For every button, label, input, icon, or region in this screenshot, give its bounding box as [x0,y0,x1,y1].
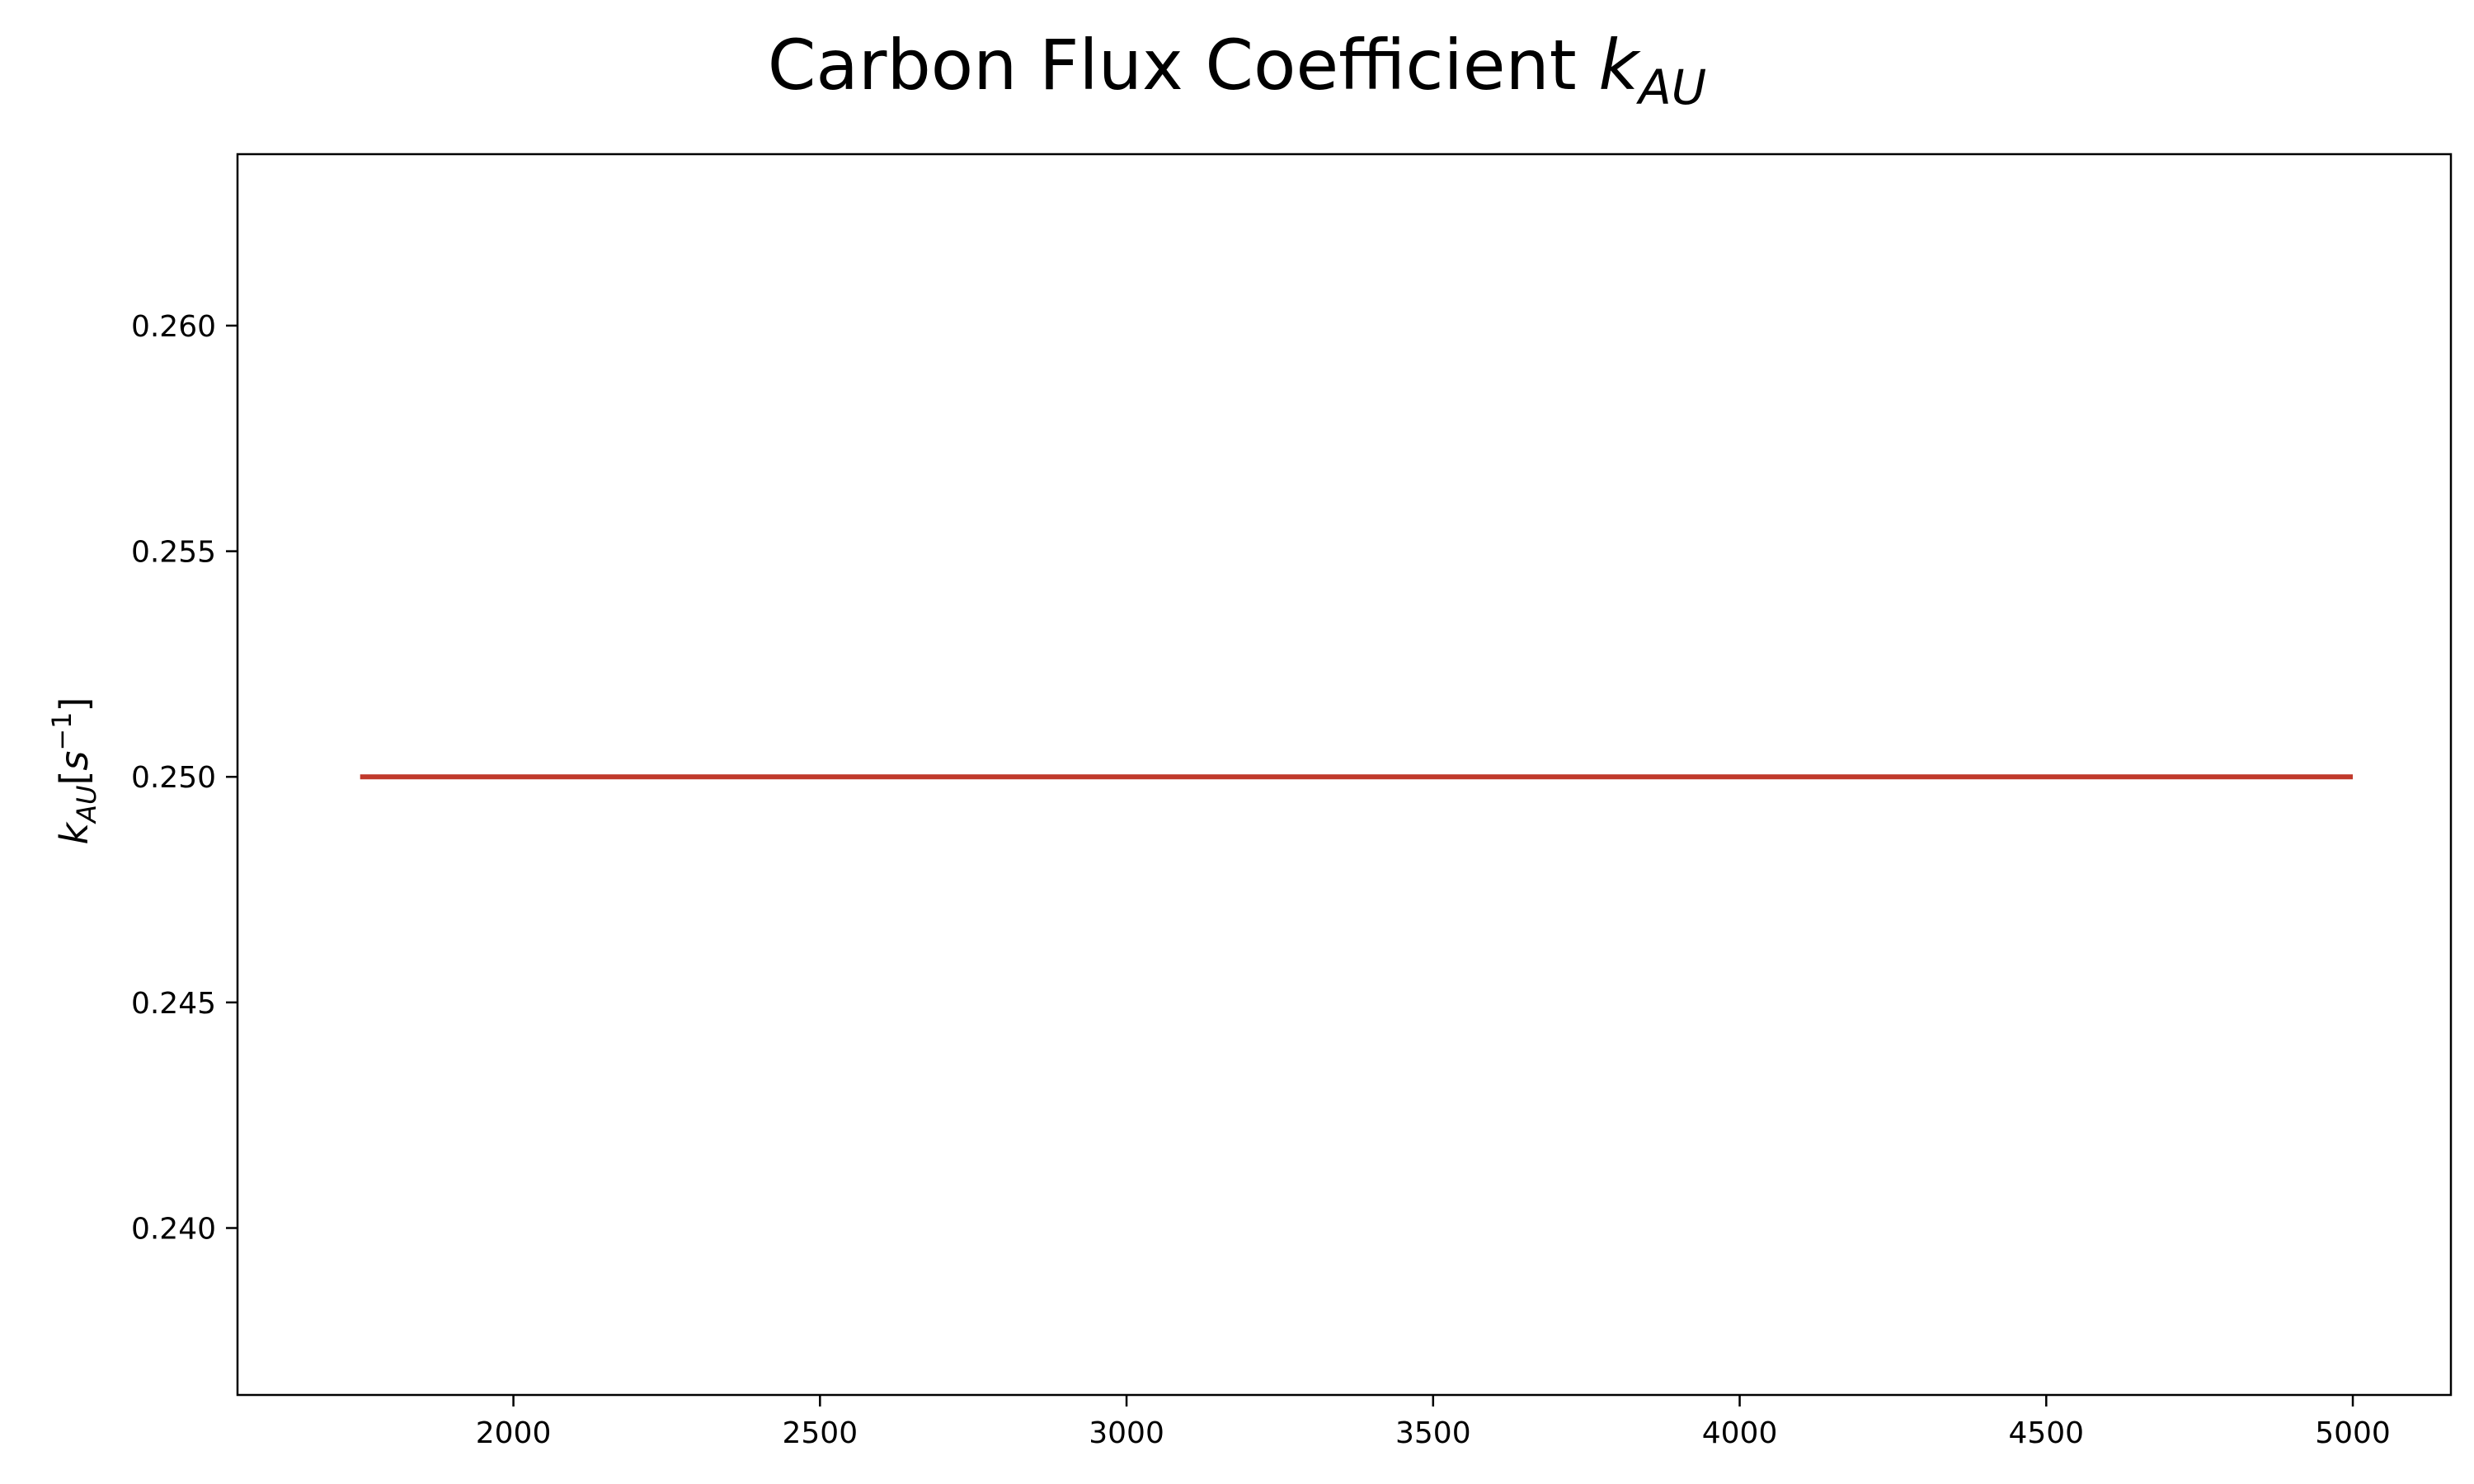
x-tick-label: 2000 [476,1416,552,1450]
y-tick-label: 0.260 [131,310,216,344]
x-tick-label: 4500 [2008,1416,2084,1450]
x-tick-label: 3000 [1089,1416,1164,1450]
y-axis-label-subscript: AU [71,786,102,824]
chart-title-subscript: AU [1635,59,1706,115]
y-axis-label-open-bracket: [ [52,771,96,786]
y-axis-label-close-bracket: ] [52,697,96,712]
x-tick-label: 4000 [1702,1416,1778,1450]
y-axis-label-exponent: −1 [46,711,78,750]
y-axis-label-symbol: k [52,821,96,845]
chart-title-symbol: k [1598,25,1641,106]
plot-frame [236,153,2453,1397]
y-tick-label: 0.245 [131,987,216,1021]
y-axis-label: kAU[s−1] [46,697,102,845]
y-axis-label-unit: s [52,751,96,771]
plot-area: 2000 2500 3000 3500 4000 4500 5000 0.240 0.245 0.… [131,310,2391,1450]
chart-title: Carbon Flux Coefficient kAU [768,25,1706,115]
x-tick-label: 2500 [783,1416,858,1450]
chart-title-main: Carbon Flux Coefficient [768,25,1599,106]
x-tick-label: 5000 [2315,1416,2391,1450]
y-tick-label: 0.250 [131,761,216,795]
y-tick-label: 0.240 [131,1213,216,1247]
x-tick-label: 3500 [1395,1416,1471,1450]
svg-text:kAU[s−1]: kAU[s−1] [46,697,102,845]
y-tick-label: 0.255 [131,536,216,570]
